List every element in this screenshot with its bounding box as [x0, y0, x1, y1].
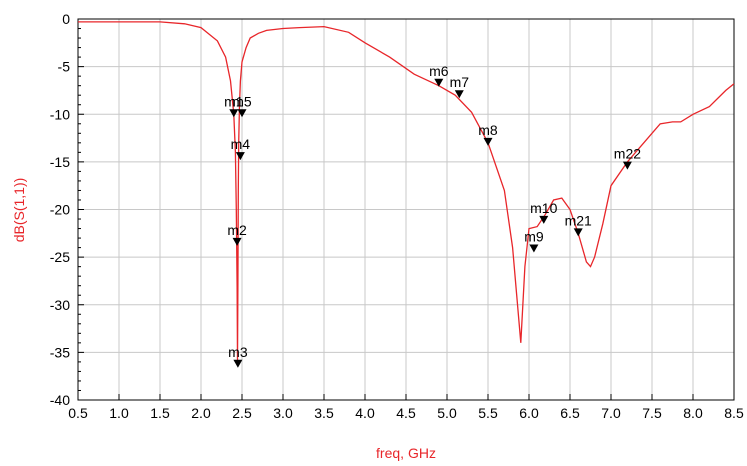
y-tick-label: 0	[62, 11, 70, 27]
x-tick-label: 2.0	[191, 405, 211, 421]
marker-label-m21: m21	[565, 212, 592, 228]
marker-m4	[235, 152, 245, 161]
x-tick-label: 3.5	[314, 405, 334, 421]
marker-label-m2: m2	[227, 222, 247, 238]
x-tick-label: 3.0	[273, 405, 293, 421]
y-tick-label: -40	[50, 392, 70, 408]
marker-m6	[434, 78, 444, 87]
marker-label-m8: m8	[478, 122, 498, 138]
x-tick-label: 0.5	[68, 405, 88, 421]
x-tick-label: 1.5	[150, 405, 170, 421]
y-tick-label: -35	[50, 344, 70, 360]
x-tick-label: 7.5	[642, 405, 662, 421]
marker-label-m4: m4	[231, 136, 251, 152]
x-tick-label: 6.0	[519, 405, 539, 421]
x-axis-label: freq, GHz	[376, 445, 436, 461]
x-tick-label: 6.5	[560, 405, 580, 421]
grid	[77, 18, 735, 401]
marker-m5	[237, 109, 247, 118]
marker-label-m9: m9	[524, 229, 544, 245]
y-axis-ticks: 0 -5 -10 -15 -20 -25 -30 -35 -40	[50, 11, 84, 408]
marker-label-m10: m10	[530, 200, 557, 216]
marker-m22	[622, 161, 632, 170]
y-axis-label: dB(S(1,1))	[11, 178, 27, 243]
y-tick-label: -15	[50, 154, 70, 170]
x-axis-ticks: 0.5 1.0 1.5 2.0 2.5 3.0 3.5 4.0 4.5 5.0 5.5 6.0 6.5 7…	[68, 394, 744, 421]
x-tick-label: 2.5	[232, 405, 252, 421]
series-line	[78, 21, 735, 362]
marker-label-m6: m6	[429, 63, 449, 79]
y-tick-label: -5	[58, 59, 71, 75]
marker-label-m3: m3	[228, 344, 248, 360]
x-tick-label: 7.0	[601, 405, 621, 421]
marker-m21	[573, 228, 583, 237]
x-tick-label: 8.5	[724, 405, 744, 421]
marker-m9	[529, 244, 539, 253]
marker-label-m5: m5	[232, 93, 252, 109]
x-tick-label: 4.5	[396, 405, 416, 421]
marker-m2	[232, 237, 242, 246]
marker-label-m7: m7	[450, 74, 470, 90]
x-tick-label: 8.0	[683, 405, 703, 421]
x-tick-label: 5.0	[437, 405, 457, 421]
x-tick-label: 4.0	[355, 405, 375, 421]
y-tick-label: -20	[50, 202, 70, 218]
x-tick-label: 1.0	[109, 405, 129, 421]
y-tick-label: -25	[50, 249, 70, 265]
marker-m3	[233, 359, 243, 368]
marker-m7	[454, 90, 464, 99]
marker-label-m22: m22	[614, 146, 641, 162]
y-tick-label: -10	[50, 106, 70, 122]
marker-m8	[483, 137, 493, 146]
marker-m10	[539, 215, 549, 224]
y-tick-label: -30	[50, 297, 70, 313]
x-tick-label: 5.5	[478, 405, 498, 421]
marker-label-m1: m1	[224, 93, 244, 109]
marker-m1	[229, 109, 239, 118]
